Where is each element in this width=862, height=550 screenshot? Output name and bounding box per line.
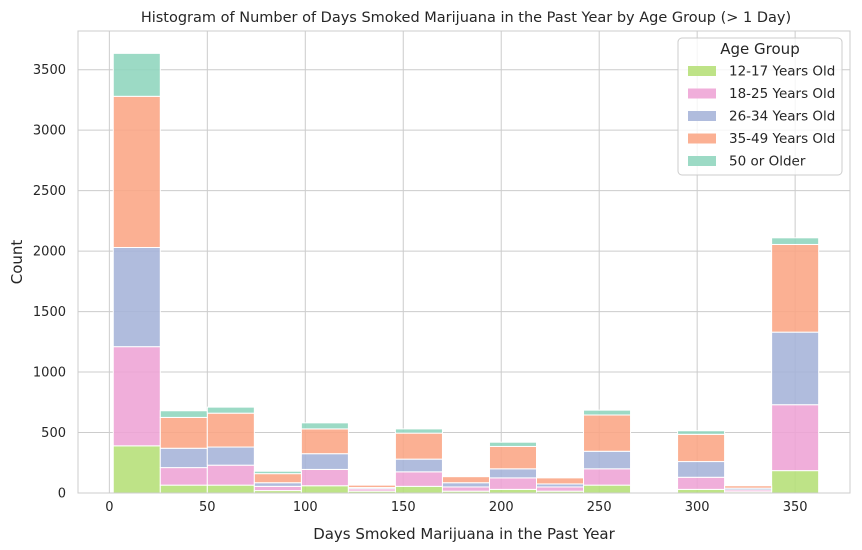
- bar-segment: [441, 482, 490, 488]
- bar-segment: [724, 485, 773, 489]
- bar-segment: [253, 485, 302, 492]
- legend-swatch: [688, 133, 716, 144]
- bar-segment: [583, 468, 632, 486]
- y-tick-label: 1000: [33, 366, 66, 381]
- bar-segment: [206, 412, 255, 448]
- bar-segment: [488, 468, 537, 479]
- tick-labels: 0 50 100 150 200 250 300 3500500100015002000250…: [33, 63, 808, 515]
- bar-segment: [112, 95, 161, 248]
- bar-segment: [300, 453, 349, 470]
- bar-segment: [253, 473, 302, 484]
- legend-title: Age Group: [720, 40, 799, 58]
- legend-label: 50 or Older: [729, 154, 806, 170]
- x-tick-label: 100: [293, 500, 318, 515]
- bar-segment: [206, 464, 255, 486]
- x-tick-label: 0: [105, 500, 113, 515]
- legend-label: 18-25 Years Old: [729, 86, 835, 102]
- y-tick-label: 0: [58, 487, 66, 502]
- bar-segment: [488, 441, 537, 447]
- bar-segment: [112, 52, 161, 97]
- bar-segment: [253, 470, 302, 475]
- bar-segment: [583, 414, 632, 452]
- bar-segment: [488, 445, 537, 470]
- y-tick-label: 2500: [33, 184, 66, 199]
- bar-segment: [488, 488, 537, 494]
- bar-segment: [206, 484, 255, 494]
- bar-segment: [300, 485, 349, 494]
- y-tick-label: 1500: [33, 305, 66, 320]
- bar-segment: [206, 446, 255, 466]
- legend-label: 26-34 Years Old: [729, 109, 835, 125]
- bar-segment: [300, 468, 349, 487]
- bar-segment: [159, 447, 208, 469]
- legend-swatch: [688, 66, 716, 76]
- bar-segment: [394, 471, 443, 487]
- bar-segment: [583, 484, 632, 494]
- bar-segment: [677, 476, 726, 490]
- bar-segment: [159, 410, 208, 418]
- y-tick-label: 3500: [33, 63, 66, 78]
- bar-segment: [771, 331, 820, 406]
- y-tick-label: 3000: [33, 124, 66, 139]
- y-axis-label: Count: [8, 240, 26, 285]
- bar-segment: [677, 461, 726, 478]
- bar-segment: [253, 482, 302, 487]
- bar-segment: [300, 422, 349, 430]
- bar-segment: [394, 428, 443, 434]
- legend-box: [677, 37, 843, 176]
- x-tick-label: 150: [391, 500, 416, 515]
- x-tick-label: 300: [685, 500, 710, 515]
- legend-label: 12-17 Years Old: [729, 64, 835, 80]
- bar-segment: [206, 406, 255, 414]
- bar-segment: [441, 476, 490, 484]
- bar-segment: [677, 433, 726, 463]
- bar-segment: [535, 486, 585, 492]
- legend: Age Group 12-17 Years Old 18-25 Years Old…: [677, 37, 843, 176]
- bar-segment: [394, 485, 443, 494]
- x-tick-label: 250: [587, 500, 612, 515]
- legend-swatch: [688, 88, 716, 99]
- bars: [112, 52, 820, 494]
- chart-title: Histogram of Number of Days Smoked Marij…: [141, 10, 791, 26]
- bar-segment: [771, 470, 820, 494]
- bar-segment: [394, 432, 443, 460]
- legend-label: 35-49 Years Old: [729, 131, 835, 147]
- bar-segment: [771, 243, 820, 333]
- bar-segment: [112, 346, 161, 447]
- bar-segment: [488, 477, 537, 490]
- y-tick-label: 500: [41, 426, 66, 441]
- bar-segment: [159, 467, 208, 486]
- bar-segment: [112, 246, 161, 348]
- bar-segment: [677, 488, 726, 494]
- bar-segment: [300, 428, 349, 455]
- bar-segment: [535, 477, 585, 485]
- bar-segment: [677, 430, 726, 435]
- x-tick-label: 50: [199, 500, 216, 515]
- bar-segment: [771, 237, 820, 245]
- x-tick-label: 200: [489, 500, 514, 515]
- bar-segment: [347, 484, 396, 489]
- x-axis-label: Days Smoked Marijuana in the Past Year: [313, 525, 615, 543]
- bar-segment: [159, 416, 208, 449]
- bar-segment: [159, 484, 208, 494]
- y-tick-label: 2000: [33, 245, 66, 260]
- bar-segment: [394, 458, 443, 473]
- bar-segment: [771, 404, 820, 472]
- bar-segment: [583, 409, 632, 416]
- bar-segment: [583, 450, 632, 470]
- bar-segment: [441, 486, 490, 492]
- bar-segment: [112, 445, 161, 494]
- x-tick-label: 350: [783, 500, 808, 515]
- legend-swatch: [688, 111, 716, 121]
- legend-swatch: [688, 156, 716, 166]
- plot-frame: [77, 30, 851, 494]
